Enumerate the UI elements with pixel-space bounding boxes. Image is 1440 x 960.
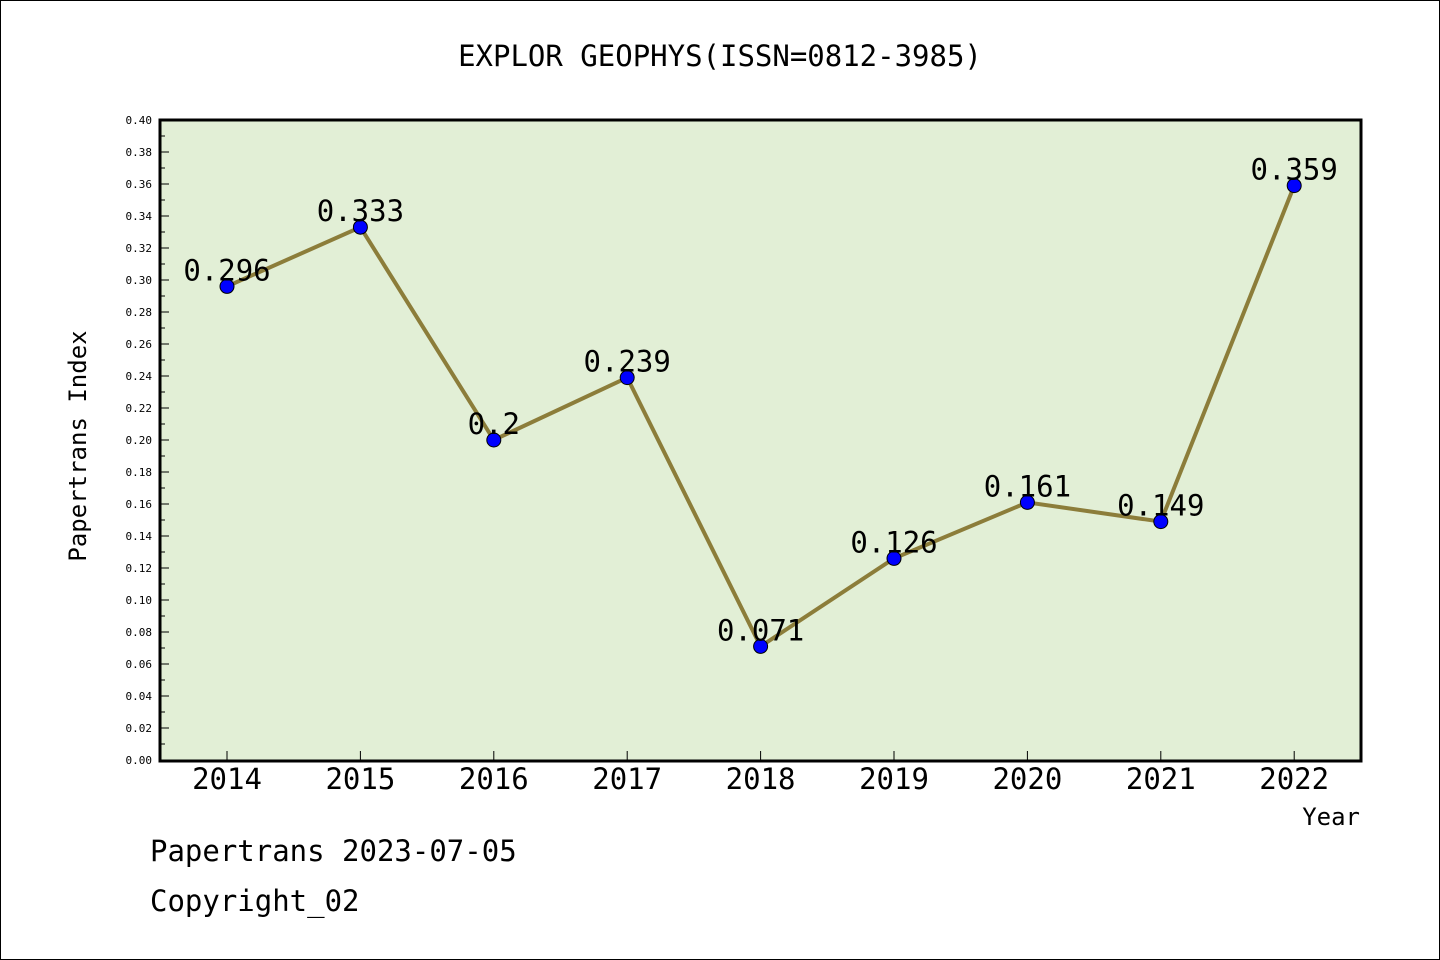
series-index	[219, 178, 1302, 654]
y-tick-label: 0.22	[126, 402, 153, 415]
y-tick-label: 0.32	[126, 242, 153, 255]
y-tick-label: 0.16	[126, 498, 153, 511]
x-tick-label: 2016	[459, 762, 529, 796]
data-label: 0.126	[850, 525, 937, 559]
data-point	[753, 638, 769, 654]
y-tick-label: 0.00	[126, 754, 153, 767]
x-tick-label: 2019	[859, 762, 929, 796]
y-axis: 0.00 0.02 0.04 0.06 0.08 0.10 0.12 0.14 0.16 0.18…	[126, 114, 169, 767]
y-tick-label: 0.24	[126, 370, 153, 383]
y-tick-label: 0.10	[126, 594, 153, 607]
y-tick-label: 0.06	[126, 658, 153, 671]
y-tick-label: 0.36	[126, 178, 153, 191]
data-label: 0.071	[717, 613, 804, 647]
x-tick-label: 2014	[192, 762, 262, 796]
data-point	[886, 550, 902, 566]
y-tick-label: 0.30	[126, 274, 153, 287]
y-tick-label: 0.04	[126, 690, 153, 703]
x-axis-label: Year	[1302, 803, 1360, 831]
data-point	[486, 432, 502, 448]
data-point	[219, 278, 235, 294]
y-tick-label: 0.08	[126, 626, 153, 639]
data-label: 0.161	[984, 469, 1071, 503]
y-tick-label: 0.26	[126, 338, 153, 351]
data-point	[352, 219, 368, 235]
x-tick-label: 2021	[1126, 762, 1196, 796]
data-label: 0.2	[468, 407, 520, 441]
y-tick-label: 0.18	[126, 466, 153, 479]
y-tick-label: 0.02	[126, 722, 153, 735]
y-tick-label: 0.28	[126, 306, 153, 319]
data-labels: 0.296 0.333 0.2 0.239 0.071 0.126 0.161 0.149 0.…	[183, 153, 1338, 648]
data-label: 0.149	[1117, 489, 1204, 523]
x-axis: 2014 2015 2016 2017 2018 2019 2020 2021 2022	[192, 751, 1329, 796]
y-tick-label: 0.38	[126, 146, 153, 159]
footer-date: Papertrans 2023-07-05	[150, 834, 517, 868]
data-point	[1153, 514, 1169, 530]
x-tick-label: 2018	[726, 762, 796, 796]
x-tick-label: 2017	[592, 762, 662, 796]
y-axis-label: Papertrans Index	[64, 330, 92, 561]
y-tick-label: 0.20	[126, 434, 153, 447]
chart-title: EXPLOR GEOPHYS(ISSN=0812-3985)	[458, 39, 982, 73]
data-point	[619, 370, 635, 386]
data-label: 0.239	[584, 345, 671, 379]
x-tick-label: 2015	[325, 762, 395, 796]
y-tick-label: 0.40	[126, 114, 153, 127]
y-tick-label: 0.12	[126, 562, 153, 575]
data-point	[1286, 178, 1302, 194]
x-tick-label: 2020	[992, 762, 1062, 796]
data-point	[1019, 494, 1035, 510]
x-tick-label: 2022	[1259, 762, 1329, 796]
data-label: 0.359	[1251, 153, 1338, 187]
data-label: 0.296	[183, 253, 270, 287]
data-label: 0.333	[317, 194, 404, 228]
y-tick-label: 0.14	[126, 530, 153, 543]
footer-copyright: Copyright_02	[150, 884, 360, 918]
y-tick-label: 0.34	[126, 210, 153, 223]
